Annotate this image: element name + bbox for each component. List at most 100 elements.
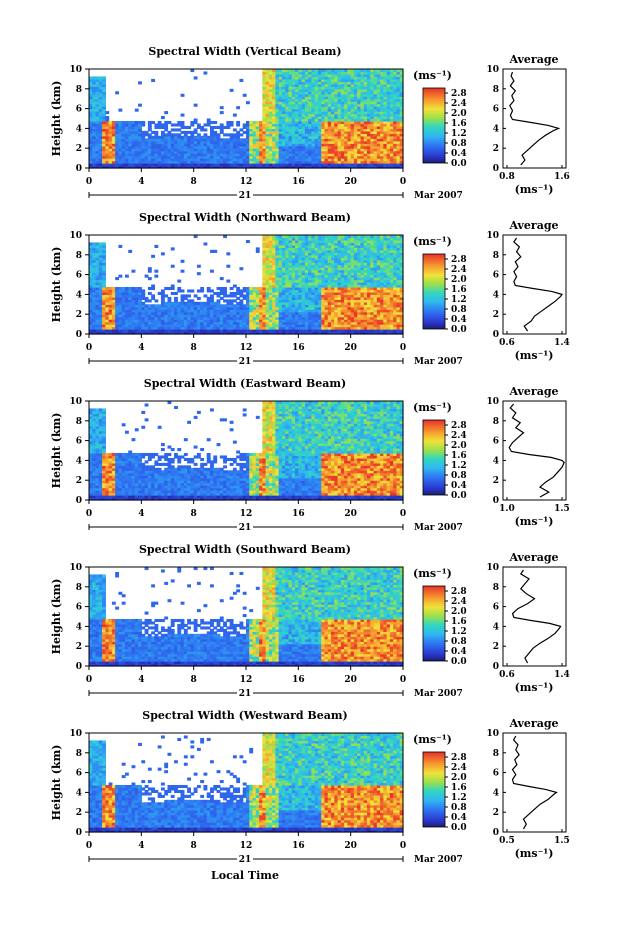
- heatmap-cell: [164, 111, 169, 115]
- heatmap-cell: [95, 101, 100, 105]
- heatmap-cell: [268, 145, 273, 149]
- heatmap-cell: [92, 118, 97, 122]
- heatmap-cell: [298, 116, 303, 120]
- heatmap-cell: [272, 123, 277, 127]
- heatmap-cell: [147, 277, 152, 281]
- heatmap-cell: [95, 153, 100, 157]
- heatmap-cell: [304, 123, 309, 127]
- heatmap-cell: [196, 160, 201, 164]
- heatmap-cell: [147, 138, 152, 142]
- heatmap-cell: [317, 111, 322, 115]
- heatmap-cell: [291, 135, 296, 139]
- heatmap-cell: [105, 120, 110, 125]
- heatmap-cell: [229, 158, 234, 162]
- heatmap-cell: [154, 299, 159, 303]
- heatmap-cell: [321, 148, 326, 152]
- average-y-tick-label: 4: [493, 124, 499, 134]
- heatmap-cell: [324, 113, 329, 117]
- heatmap-cell: [164, 153, 169, 157]
- heatmap-cell: [344, 118, 348, 122]
- heatmap-cell: [170, 145, 175, 149]
- heatmap-cell: [160, 125, 165, 129]
- heatmap-cell: [252, 130, 257, 134]
- heatmap-cell: [337, 165, 342, 169]
- heatmap-cell: [242, 123, 247, 127]
- heatmap-cell: [340, 145, 345, 149]
- heatmap-cell: [242, 125, 247, 129]
- heatmap-cell: [216, 160, 221, 164]
- heatmap-cell: [324, 98, 329, 102]
- heatmap-cell: [180, 113, 185, 117]
- heatmap-cell: [272, 71, 277, 75]
- heatmap-cell: [265, 88, 270, 92]
- heatmap-cell: [102, 93, 106, 97]
- heatmap-cell: [229, 148, 234, 152]
- heatmap-cell: [334, 118, 339, 122]
- heatmap-cell: [92, 98, 97, 102]
- heatmap-cell: [187, 148, 191, 152]
- heatmap-cell: [327, 78, 332, 82]
- heatmap-cell: [121, 128, 126, 132]
- heatmap-cell: [134, 130, 139, 134]
- heatmap-cell: [102, 116, 106, 120]
- heatmap-cell: [278, 135, 283, 139]
- heatmap-cell: [170, 150, 175, 154]
- heatmap-cell: [291, 88, 296, 92]
- heatmap-cell: [268, 103, 273, 107]
- heatmap-cell: [311, 158, 316, 162]
- heatmap-cell: [203, 158, 208, 162]
- heatmap-cell: [134, 150, 139, 154]
- heatmap-cell: [262, 76, 267, 80]
- heatmap-cell: [89, 76, 93, 80]
- heatmap-cell: [170, 133, 175, 137]
- heatmap-cell: [334, 91, 339, 95]
- heatmap-cell: [288, 101, 293, 105]
- heatmap-cell: [337, 123, 342, 127]
- heatmap-cell: [151, 153, 156, 157]
- heatmap-cell: [252, 120, 257, 125]
- heatmap-cell: [160, 130, 165, 134]
- heatmap-cell: [337, 135, 342, 139]
- heatmap-cell: [98, 130, 103, 134]
- heatmap-cell: [278, 76, 283, 80]
- heatmap-cell: [298, 101, 303, 105]
- heatmap-cell: [259, 165, 263, 169]
- heatmap-cell: [350, 118, 355, 122]
- heatmap-cell: [95, 91, 100, 95]
- heatmap-cell: [314, 93, 319, 97]
- heatmap-cell: [213, 249, 218, 253]
- heatmap-cell: [196, 153, 201, 157]
- heatmap-cell: [288, 73, 293, 78]
- heatmap-cell: [291, 143, 296, 147]
- heatmap-cell: [268, 81, 273, 85]
- heatmap-cell: [314, 133, 319, 137]
- heatmap-cell: [98, 165, 103, 169]
- heatmap-cell: [121, 138, 126, 142]
- heatmap-cell: [196, 155, 201, 159]
- heatmap-cell: [219, 163, 224, 167]
- heatmap-cell: [347, 165, 352, 169]
- heatmap-cell: [239, 160, 244, 164]
- heatmap-cell: [134, 163, 139, 167]
- heatmap-cell: [262, 98, 267, 102]
- heatmap-cell: [340, 76, 345, 80]
- heatmap-cell: [291, 93, 296, 97]
- heatmap-cell: [92, 106, 97, 110]
- heatmap-cell: [98, 78, 103, 82]
- heatmap-cell: [334, 98, 339, 102]
- heatmap-cell: [89, 158, 93, 162]
- heatmap-cell: [229, 153, 234, 157]
- heatmap-cell: [268, 148, 273, 152]
- heatmap-cell: [275, 96, 280, 100]
- heatmap-cell: [102, 123, 106, 127]
- heatmap-cell: [288, 128, 293, 132]
- heatmap-cell: [180, 153, 185, 157]
- heatmap-cell: [327, 101, 332, 105]
- heatmap-cell: [331, 96, 335, 100]
- heatmap-cell: [272, 96, 277, 100]
- heatmap-cell: [331, 116, 335, 120]
- heatmap-cell: [321, 128, 326, 132]
- heatmap-cell: [337, 86, 342, 90]
- heatmap-cell: [334, 148, 339, 152]
- heatmap-cell: [321, 143, 326, 147]
